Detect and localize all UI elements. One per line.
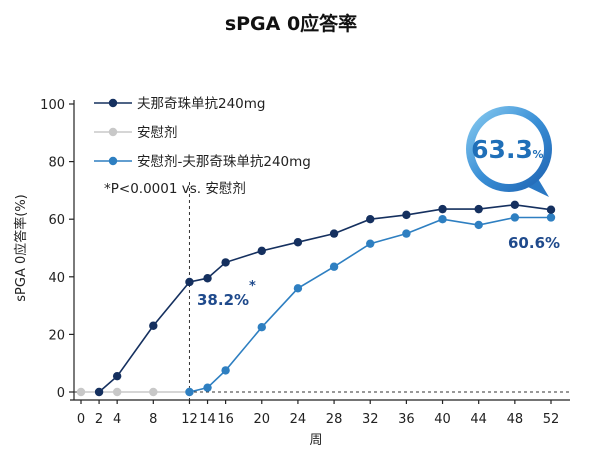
y-tick-label: 0 [57, 386, 65, 401]
data-point-series-2 [329, 262, 339, 271]
data-point-series-2 [366, 239, 375, 248]
data-point-series-2 [546, 213, 556, 222]
chart-title: sPGA 0应答率 [225, 12, 357, 35]
badge-inner-circle [474, 114, 544, 184]
y-tick-label: 100 [40, 98, 65, 113]
data-point-series-0 [546, 205, 556, 214]
x-tick-label: 4 [113, 412, 121, 427]
x-tick-label: 40 [434, 412, 451, 427]
data-point-series-0 [185, 277, 194, 287]
data-point-series-1 [112, 387, 122, 397]
badge-unit: % [532, 148, 543, 161]
series-line-0 [98, 203, 552, 393]
data-point-series-0 [149, 321, 158, 330]
legend-marker [108, 156, 118, 166]
legend-label: 夫那奇珠单抗240mg [137, 95, 266, 112]
data-point-series-2 [510, 213, 520, 222]
placebo-end-value-label: 60.6% [508, 234, 560, 252]
highlight-badge: 63.3 % [466, 106, 552, 197]
x-tick-label: 16 [217, 412, 234, 427]
data-point-series-2 [293, 284, 303, 293]
data-point-series-2 [221, 366, 230, 375]
data-point-series-2 [203, 383, 212, 392]
x-tick-label: 32 [362, 412, 379, 427]
data-point-series-2 [257, 323, 266, 332]
data-point-series-0 [94, 387, 104, 397]
x-tick-label: 0 [77, 412, 85, 427]
legend-label: 安慰剂 [137, 124, 178, 141]
x-tick-label: 14 [199, 412, 216, 427]
data-point-series-1 [149, 387, 158, 397]
data-point-series-0 [474, 204, 483, 214]
series-layer [76, 200, 556, 397]
y-tick-label: 20 [48, 328, 65, 343]
data-point-series-1 [76, 387, 86, 397]
data-point-series-0 [366, 215, 375, 224]
data-point-series-0 [221, 258, 230, 267]
x-tick-label: 36 [398, 412, 415, 427]
x-tick-label: 52 [543, 412, 560, 427]
data-point-series-2 [402, 229, 411, 238]
x-tick-label: 28 [326, 412, 343, 427]
data-point-series-2 [185, 387, 194, 397]
x-tick-label: 48 [507, 412, 524, 427]
legend-marker [108, 98, 118, 108]
badge-value: 63.3 [471, 135, 533, 164]
legend-marker [108, 127, 118, 137]
data-point-series-0 [257, 246, 266, 256]
x-tick-label: 12 [181, 412, 198, 427]
x-axis-label: 周 [309, 433, 322, 448]
data-point-series-0 [402, 210, 411, 220]
x-tick-label: 20 [253, 412, 270, 427]
data-point-series-0 [438, 204, 447, 214]
legend-label: 安慰剂-夫那奇珠单抗240mg [137, 153, 311, 170]
footnote: *P<0.0001 vs. 安慰剂 [104, 180, 246, 197]
week12-value-label: 38.2% [197, 291, 249, 309]
data-point-series-0 [510, 200, 520, 209]
x-tick-label: 24 [290, 412, 307, 427]
data-point-series-0 [203, 274, 212, 283]
x-tick-label: 2 [95, 412, 103, 427]
data-point-series-0 [112, 371, 122, 381]
y-tick-label: 60 [48, 213, 65, 228]
x-tick-label: 44 [470, 412, 487, 427]
data-point-series-2 [438, 215, 447, 224]
y-tick-label: 80 [48, 156, 65, 171]
x-tick-label: 8 [149, 412, 157, 427]
y-axis-label: sPGA 0应答率(%) [13, 194, 29, 301]
data-point-series-2 [474, 220, 483, 230]
y-tick-label: 40 [48, 271, 65, 286]
data-point-series-0 [293, 238, 303, 247]
significance-star: * [249, 279, 256, 294]
data-point-series-0 [329, 229, 339, 238]
